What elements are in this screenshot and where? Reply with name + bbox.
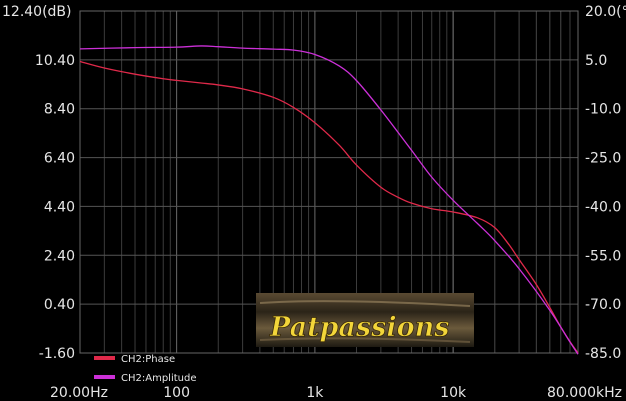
- y-right-tick-label: -40.0: [585, 199, 621, 215]
- y-right-tick-label: 20.0(°: [585, 4, 626, 20]
- y-right-tick-label: 5.0: [585, 53, 607, 69]
- x-tick-label: 1k: [306, 385, 324, 401]
- legend-label-amplitude: CH2:Amplitude: [121, 373, 196, 384]
- series-line-amplitude: [79, 45, 579, 355]
- y-left-tick-label: -1.60: [39, 346, 75, 362]
- legend-swatch-phase: [94, 356, 115, 360]
- y-right-tick-label: -85.0: [585, 346, 621, 362]
- legend: CH2:Phase CH2:Amplitude: [94, 354, 196, 384]
- y-right-tick-label: -70.0: [585, 297, 621, 313]
- y-left-tick-label: 8.40: [44, 102, 75, 118]
- x-tick-label: 80.000kHz: [547, 385, 622, 401]
- y-left-tick-label: 12.40(dB): [2, 4, 72, 20]
- y-right-tick-label: -25.0: [585, 151, 621, 167]
- y-left-tick-label: 2.40: [44, 248, 75, 264]
- series-layer: [79, 45, 579, 355]
- x-tick-label: 20.00Hz: [50, 385, 108, 401]
- x-tick-label: 10k: [440, 385, 467, 401]
- series-line-phase: [79, 60, 579, 354]
- y-left-tick-label: 0.40: [44, 297, 75, 313]
- legend-swatch-amplitude: [94, 375, 115, 379]
- watermark-text: Patpassions: [269, 312, 449, 343]
- watermark-logo: Patpassions: [256, 293, 474, 347]
- y-left-tick-label: 6.40: [44, 151, 75, 167]
- legend-label-phase: CH2:Phase: [121, 354, 175, 365]
- plot-frame: [79, 10, 579, 354]
- y-right-tick-label: -10.0: [585, 102, 621, 118]
- y-left-tick-label: 4.40: [44, 199, 75, 215]
- y-left-tick-label: 10.40: [35, 53, 75, 69]
- y-right-tick-label: -55.0: [585, 248, 621, 264]
- x-tick-label: 100: [163, 385, 190, 401]
- tick-labels: 12.40(dB) 10.40 8.40 6.40 4.40 2.40 0.40 -1.60 2…: [2, 4, 626, 401]
